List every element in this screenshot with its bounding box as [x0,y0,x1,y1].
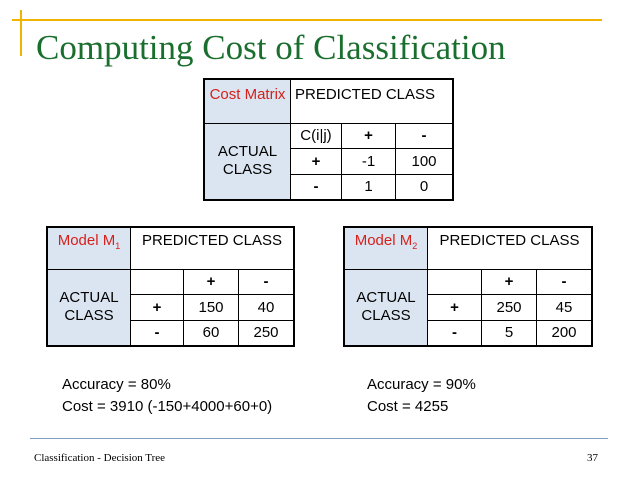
model-m2-label: Model M2 [343,226,428,270]
m1-cell-nn: 250 [238,319,295,347]
cost-actual-class-header: ACTUAL CLASS [203,122,291,201]
m2-col-positive: + [481,268,537,295]
m1-predicted-class-header: PREDICTED CLASS [130,226,295,270]
m1-cell-pp: 150 [183,293,239,321]
m2-cost: Cost = 4255 [367,398,449,415]
cost-row-positive: + [290,147,342,175]
cost-matrix-table: Cost Matrix PREDICTED CLASS ACTUAL CLASS… [203,78,454,201]
m1-cell-np: 60 [183,319,239,347]
m1-col-positive: + [183,268,239,295]
m2-accuracy: Accuracy = 90% [367,376,476,393]
model-m1-label: Model M1 [46,226,131,270]
footer-course-title: Classification - Decision Tree [34,452,166,464]
m2-blank-cell [427,268,482,295]
cost-row-negative: - [290,173,342,201]
page-number: 37 [587,452,598,464]
m2-cell-pp: 250 [481,293,537,321]
cost-cell-pp: -1 [341,147,396,175]
title-accent-line-vertical [20,10,22,56]
cost-cell-pn: 100 [395,147,454,175]
cost-cij-label: C(i|j) [290,122,342,149]
cost-predicted-class-header: PREDICTED CLASS [290,78,454,124]
m2-row-positive: + [427,293,482,321]
m2-row-negative: - [427,319,482,347]
m2-predicted-class-header: PREDICTED CLASS [427,226,593,270]
slide-title: Computing Cost of Classification [36,28,506,67]
m2-actual-class-header: ACTUAL CLASS [343,268,428,347]
m2-cell-pn: 45 [536,293,593,321]
model-m2-stats: Accuracy = 90% Cost = 4255 [367,374,476,418]
model-m1-stats: Accuracy = 80% Cost = 3910 (-150+4000+60… [62,374,272,418]
m1-row-positive: + [130,293,184,321]
footer-divider [30,438,608,439]
m1-col-negative: - [238,268,295,295]
m1-accuracy: Accuracy = 80% [62,376,171,393]
m1-blank-cell [130,268,184,295]
cost-cell-np: 1 [341,173,396,201]
model-m2-table: Model M2 PREDICTED CLASS ACTUAL CLASS + … [343,226,593,347]
m2-col-negative: - [536,268,593,295]
model-m1-table: Model M1 PREDICTED CLASS ACTUAL CLASS + … [46,226,295,347]
cost-cell-nn: 0 [395,173,454,201]
m1-cell-pn: 40 [238,293,295,321]
title-accent-line-horizontal [12,19,602,21]
m1-cost: Cost = 3910 (-150+4000+60+0) [62,398,273,415]
m2-cell-nn: 200 [536,319,593,347]
cost-col-positive: + [341,122,396,149]
cost-col-negative: - [395,122,454,149]
m2-cell-np: 5 [481,319,537,347]
m1-row-negative: - [130,319,184,347]
cost-matrix-corner-label: Cost Matrix [203,78,291,124]
m1-actual-class-header: ACTUAL CLASS [46,268,131,347]
